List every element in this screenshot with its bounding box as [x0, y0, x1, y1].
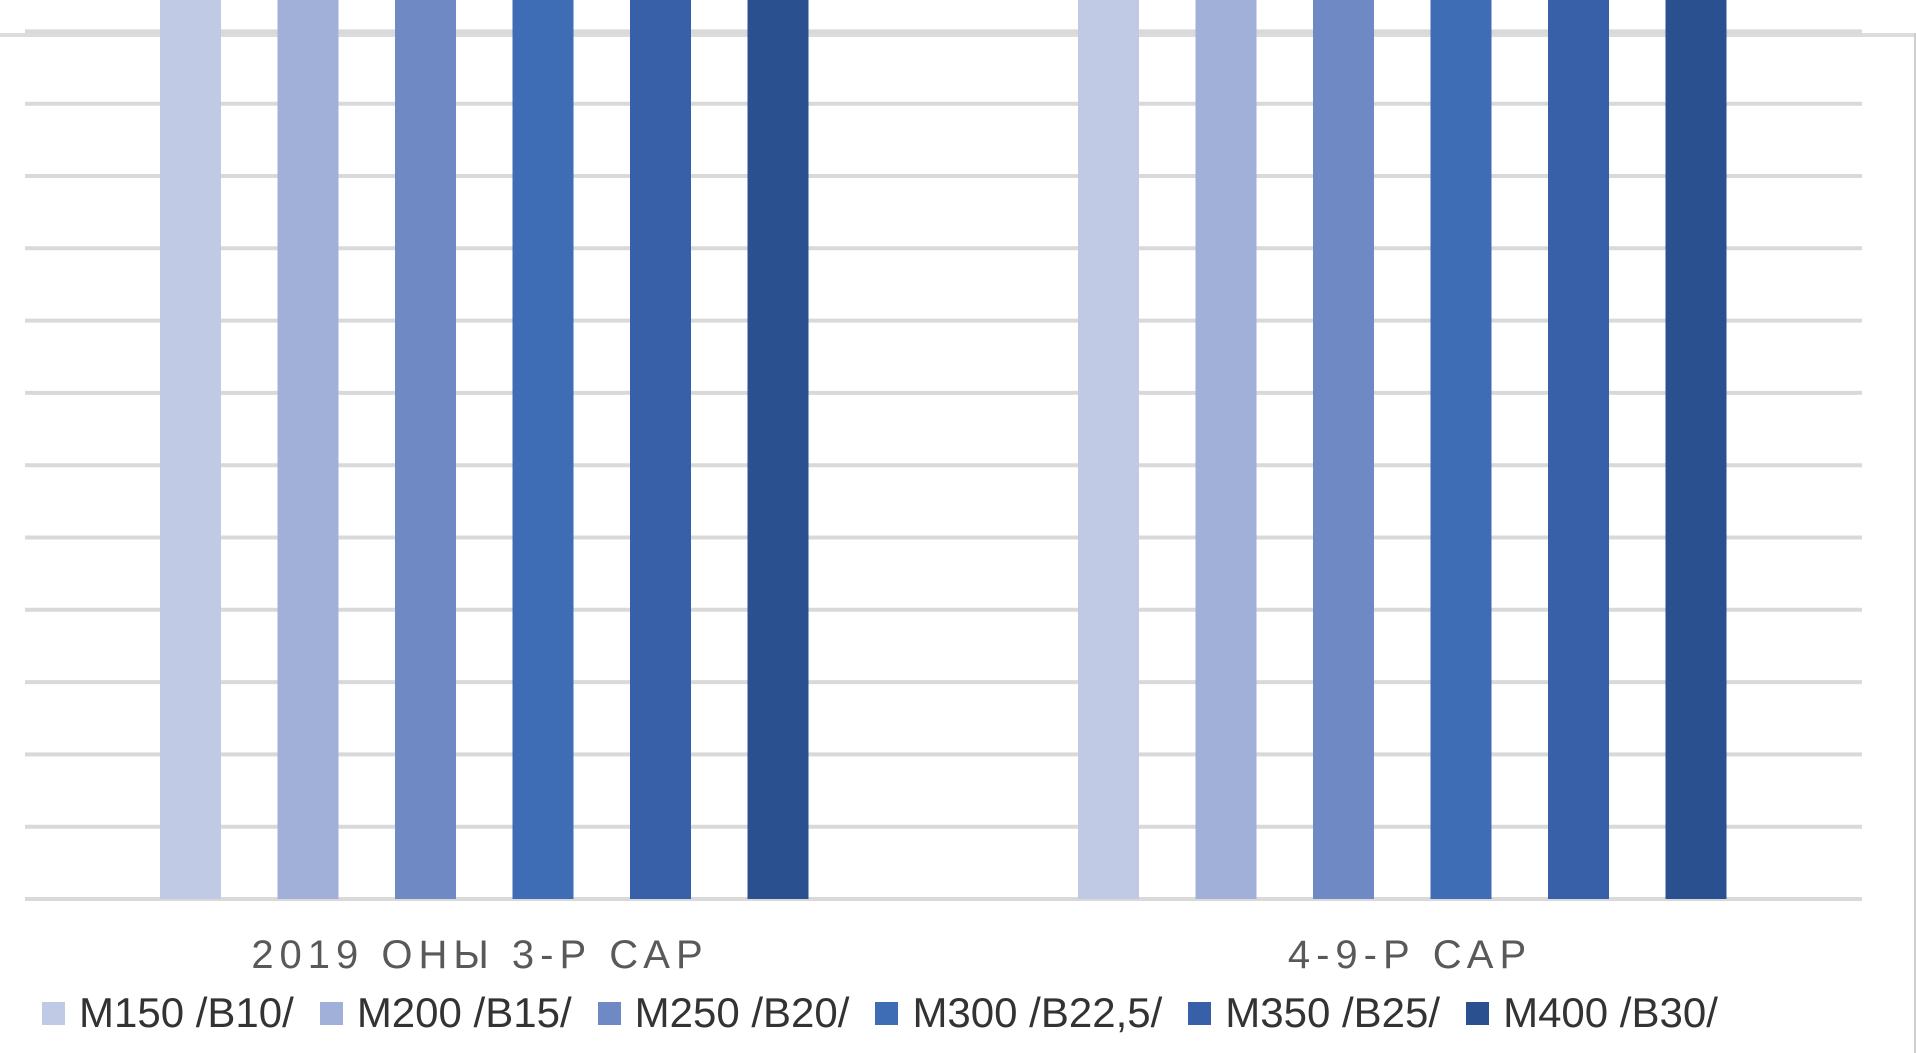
legend-item: М400 /B30/ — [1466, 989, 1718, 1037]
bar — [160, 0, 221, 900]
bar — [1313, 0, 1374, 899]
legend-label: М400 /B30/ — [1503, 989, 1718, 1036]
legend-swatch — [1466, 1001, 1490, 1025]
legend-item: М200 /B15/ — [319, 989, 572, 1037]
bar — [1665, 0, 1727, 900]
bar — [1548, 0, 1609, 899]
legend-swatch — [1188, 1001, 1212, 1025]
legend: М150 /B10/М200 /B15/М250 /B20/М300 /B22,… — [42, 988, 1744, 1038]
bar — [630, 0, 691, 899]
legend-label: М350 /B25/ — [1225, 989, 1441, 1036]
category-label: 4-9-Р САР — [1288, 933, 1532, 977]
legend-label: М300 /B22,5/ — [912, 989, 1163, 1036]
bar — [395, 0, 456, 899]
category-label: 2019 ОНЫ 3-Р САР — [251, 933, 708, 977]
bar — [747, 0, 809, 900]
right-border — [1914, 33, 1916, 1053]
legend-label: М150 /B10/ — [79, 989, 294, 1036]
legend-label: М250 /B20/ — [634, 989, 850, 1036]
bar — [1078, 0, 1139, 900]
legend-swatch — [319, 1001, 343, 1025]
bar — [1195, 0, 1257, 900]
legend-swatch — [875, 1001, 899, 1025]
category-axis: 2019 ОНЫ 3-Р САР 4-9-Р САР — [251, 933, 1532, 977]
bar — [512, 0, 574, 899]
legend-item: М150 /B10/ — [42, 989, 294, 1037]
legend-item: М250 /B20/ — [597, 989, 850, 1037]
top-border — [0, 33, 1916, 37]
legend-swatch — [597, 1001, 621, 1025]
legend-label: М200 /B15/ — [356, 989, 572, 1036]
bar — [1430, 0, 1492, 899]
legend-item: М350 /B25/ — [1188, 989, 1440, 1037]
legend-swatch — [42, 1001, 65, 1025]
bar — [277, 0, 339, 900]
legend-item: М300 /B22,5/ — [875, 989, 1162, 1037]
bars — [160, 0, 1727, 900]
